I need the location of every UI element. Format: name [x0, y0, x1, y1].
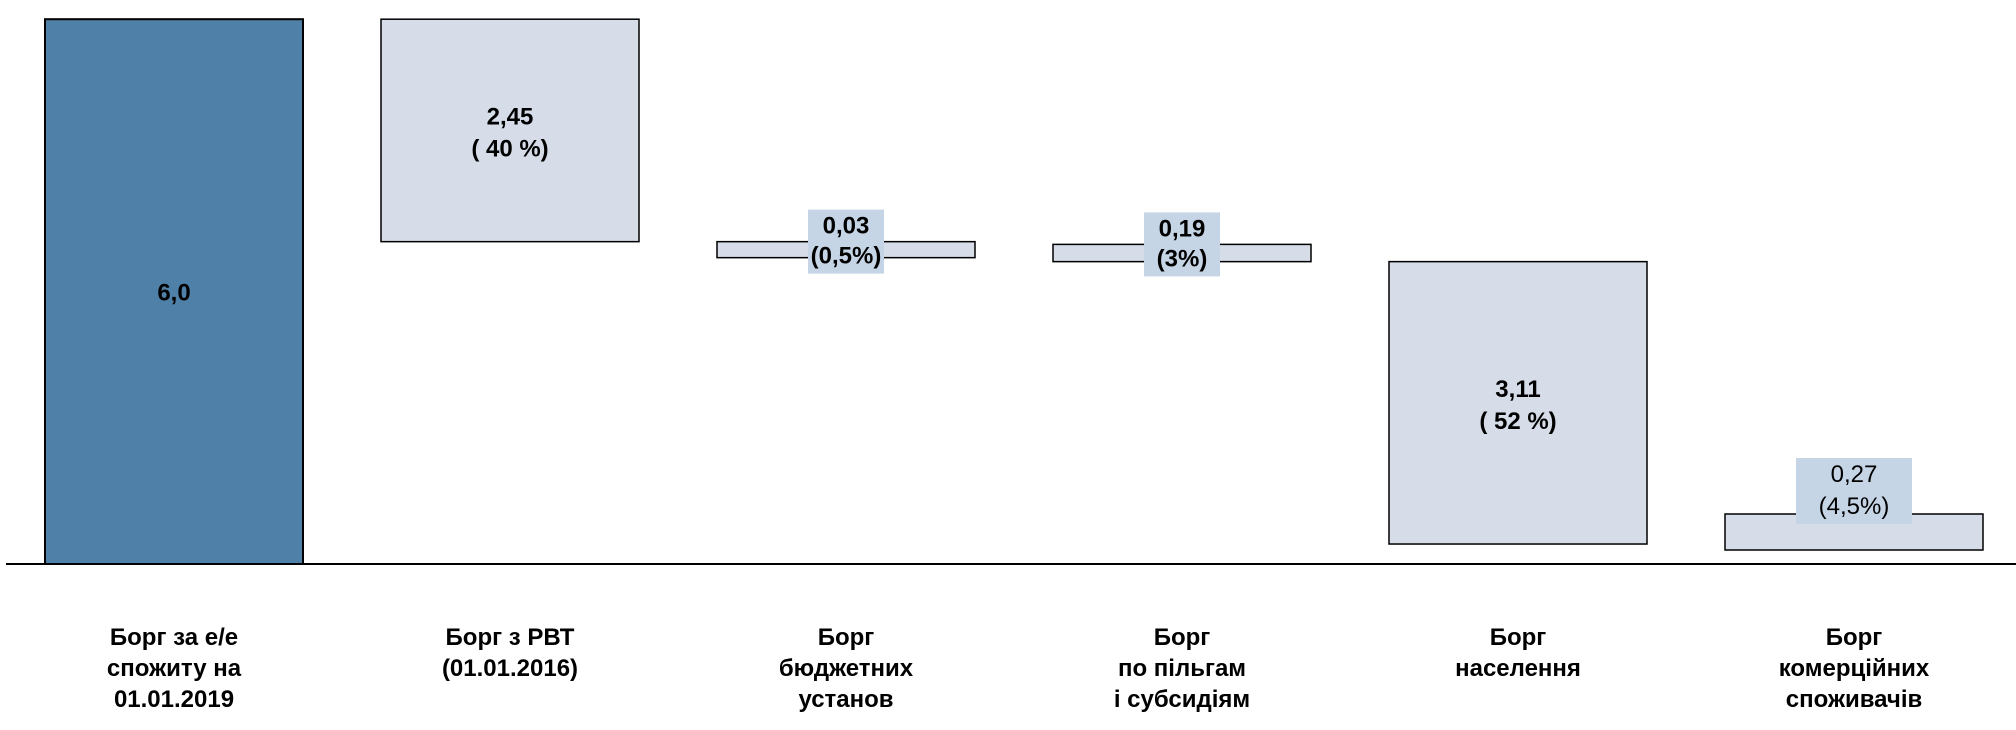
category-label: Борг населення [1455, 624, 1581, 682]
share-label: (4,5%) [1819, 493, 1890, 520]
category-label: Борг за е/е спожиту на 01.01.2019 [106, 624, 242, 713]
category-label: Борг по пільгам і субсидіям [1113, 624, 1251, 713]
total-bar [44, 18, 304, 565]
data-label: 0,19 [1159, 215, 1206, 242]
label-box [1144, 212, 1220, 277]
data-label: 0,27 [1831, 461, 1878, 488]
value-labels-layer: 6,0 2,45 ( 40 %) 0,03 (0,5%) 0,19 (3%) 3,11 ( 52… [157, 103, 1912, 524]
segment-bar [380, 18, 640, 243]
label-box [808, 209, 884, 274]
share-label: ( 52 %) [1479, 408, 1556, 435]
category-label: Борг комерційних споживачів [1778, 624, 1930, 713]
bars-layer [44, 18, 1984, 565]
share-label: ( 40 %) [471, 135, 548, 162]
label-box [1796, 458, 1912, 524]
category-label: Борг бюджетних установ [778, 624, 914, 713]
category-label: Борг з РВТ (01.01.2016) [441, 624, 579, 682]
data-label: 0,03 [823, 213, 870, 240]
data-label: 3,11 [1495, 376, 1540, 403]
share-label: (0,5%) [811, 243, 882, 270]
data-label: 2,45 [487, 103, 534, 130]
data-label: 6,0 [157, 280, 190, 307]
share-label: (3%) [1157, 245, 1208, 272]
segment-bar [1388, 260, 1648, 545]
